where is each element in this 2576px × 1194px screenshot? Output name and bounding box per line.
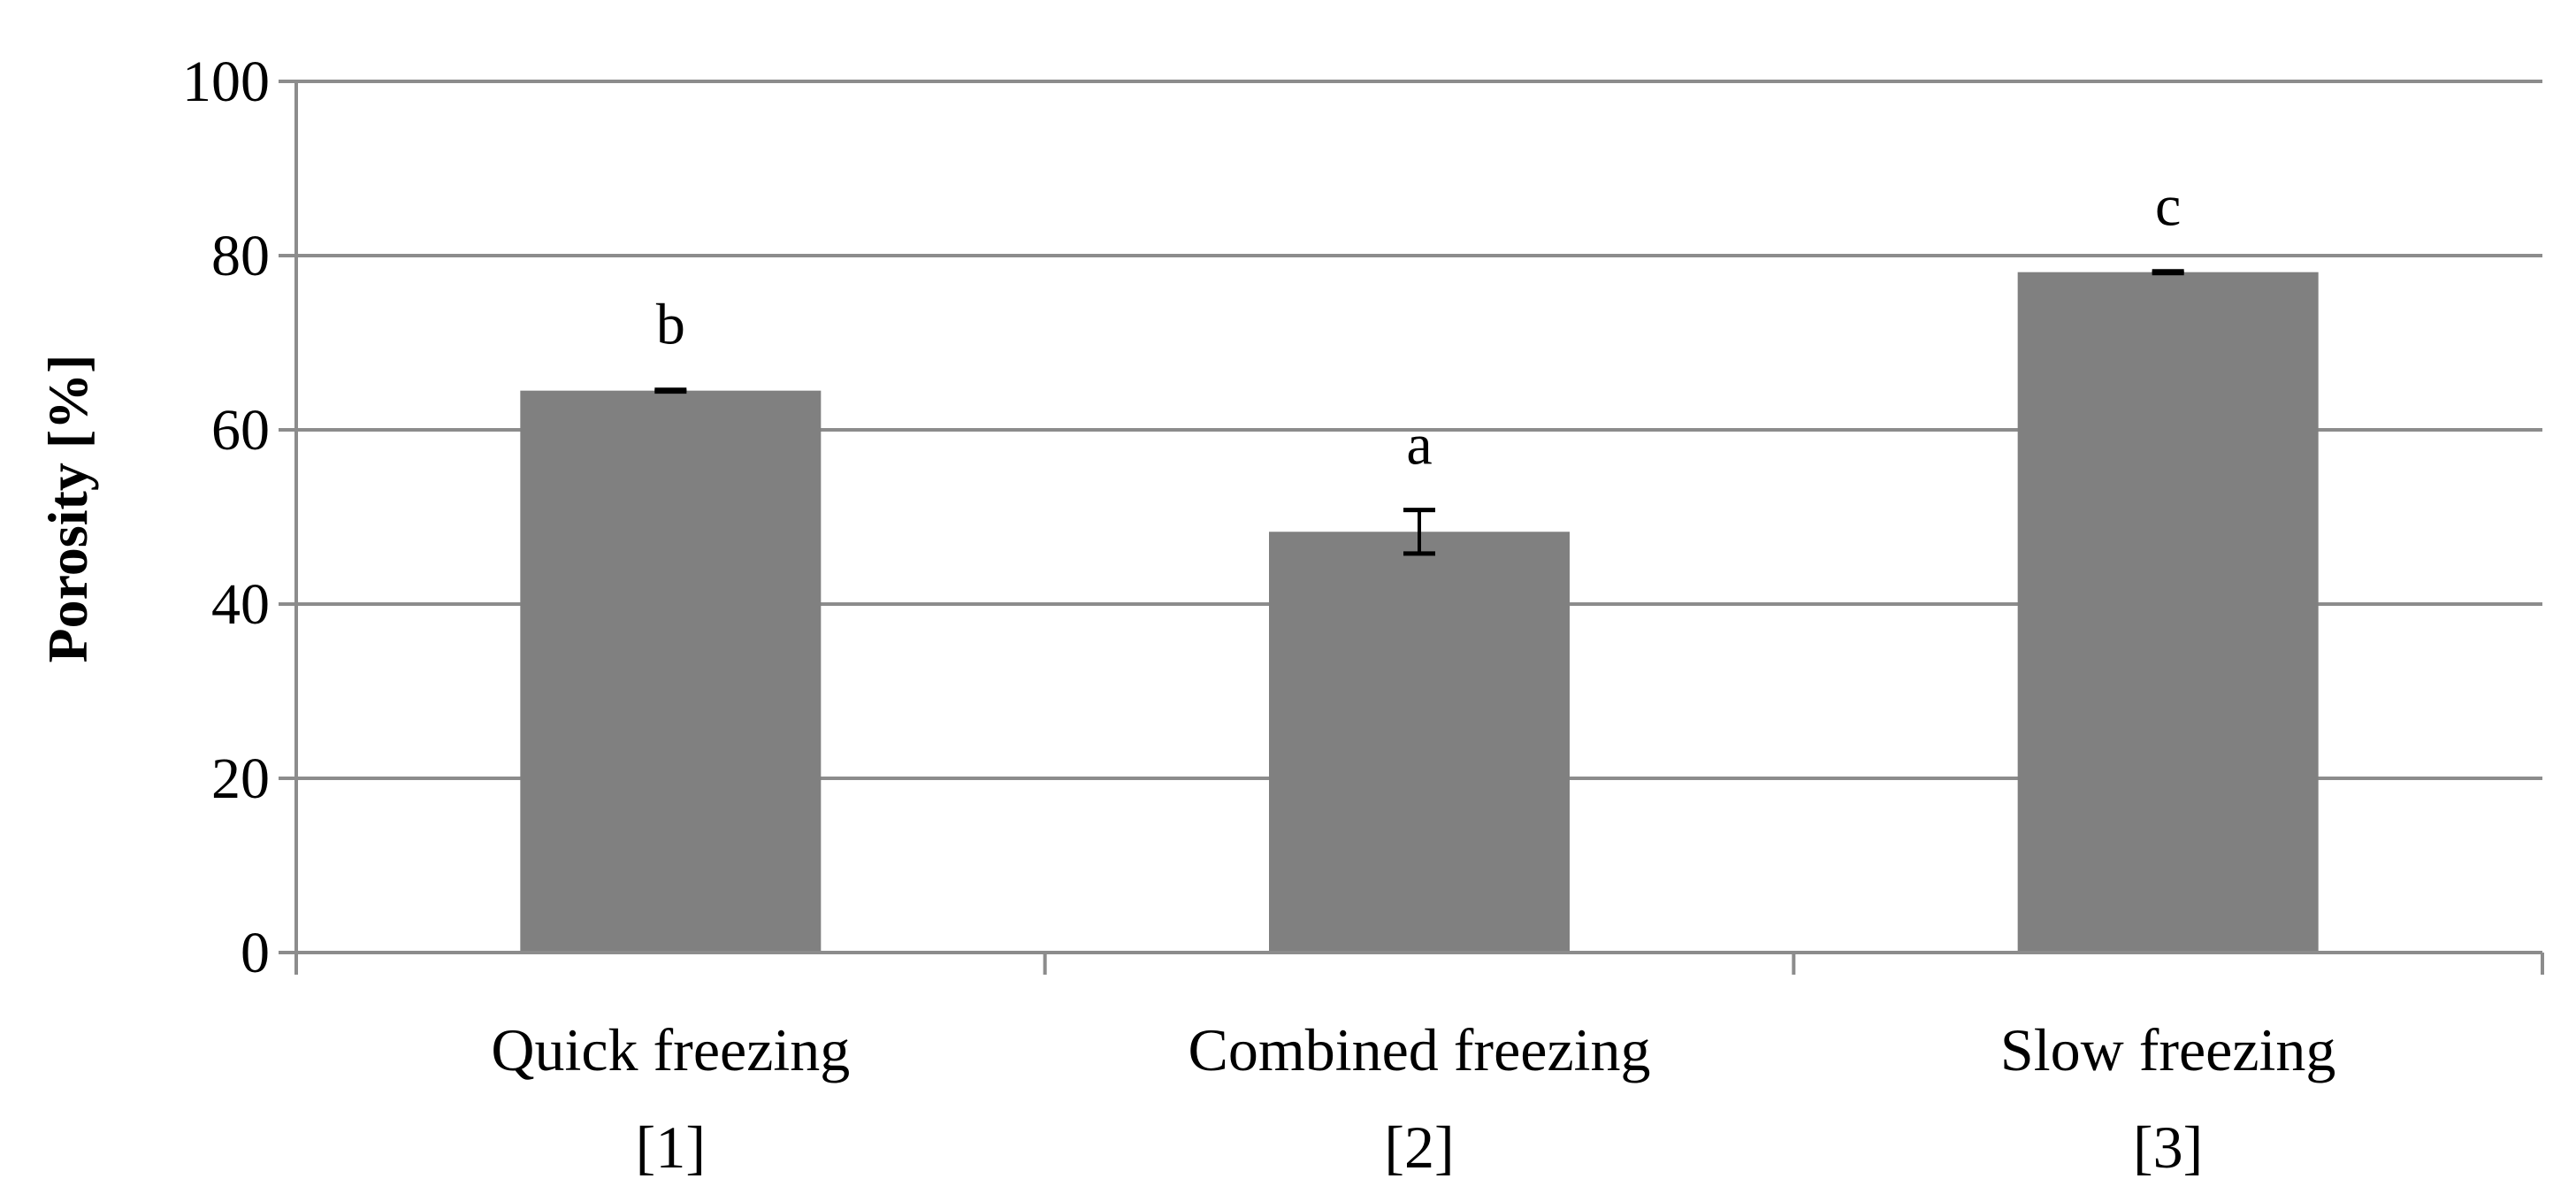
y-tick-label: 40 xyxy=(211,572,270,637)
x-category-label: [1] xyxy=(636,1114,706,1181)
error-bars xyxy=(654,269,2184,556)
y-tick-label: 20 xyxy=(211,746,270,811)
y-axis-title: Porosity [%] xyxy=(36,355,99,663)
bar xyxy=(520,390,822,953)
y-tick-label: 60 xyxy=(211,398,270,463)
significance-label: b xyxy=(656,293,685,357)
x-category-label: [2] xyxy=(1384,1114,1454,1181)
significance-label: a xyxy=(1406,413,1432,478)
bar xyxy=(2017,272,2319,953)
significance-label: c xyxy=(2155,174,2181,239)
labels: 0 20 40 60 80 100 b Quick freezing [1] a Combined … xyxy=(182,50,2335,1181)
x-category-label: Quick freezing xyxy=(491,1016,850,1083)
axes xyxy=(279,80,2544,975)
y-tick-label: 100 xyxy=(182,50,270,114)
y-tick-label: 0 xyxy=(241,921,270,985)
x-category-label: Combined freezing xyxy=(1188,1016,1650,1083)
bars xyxy=(520,272,2319,953)
x-category-label: Slow freezing xyxy=(2000,1016,2336,1083)
bar xyxy=(1269,532,1570,953)
y-tick-label: 80 xyxy=(211,224,270,288)
x-category-label: [3] xyxy=(2133,1114,2203,1181)
